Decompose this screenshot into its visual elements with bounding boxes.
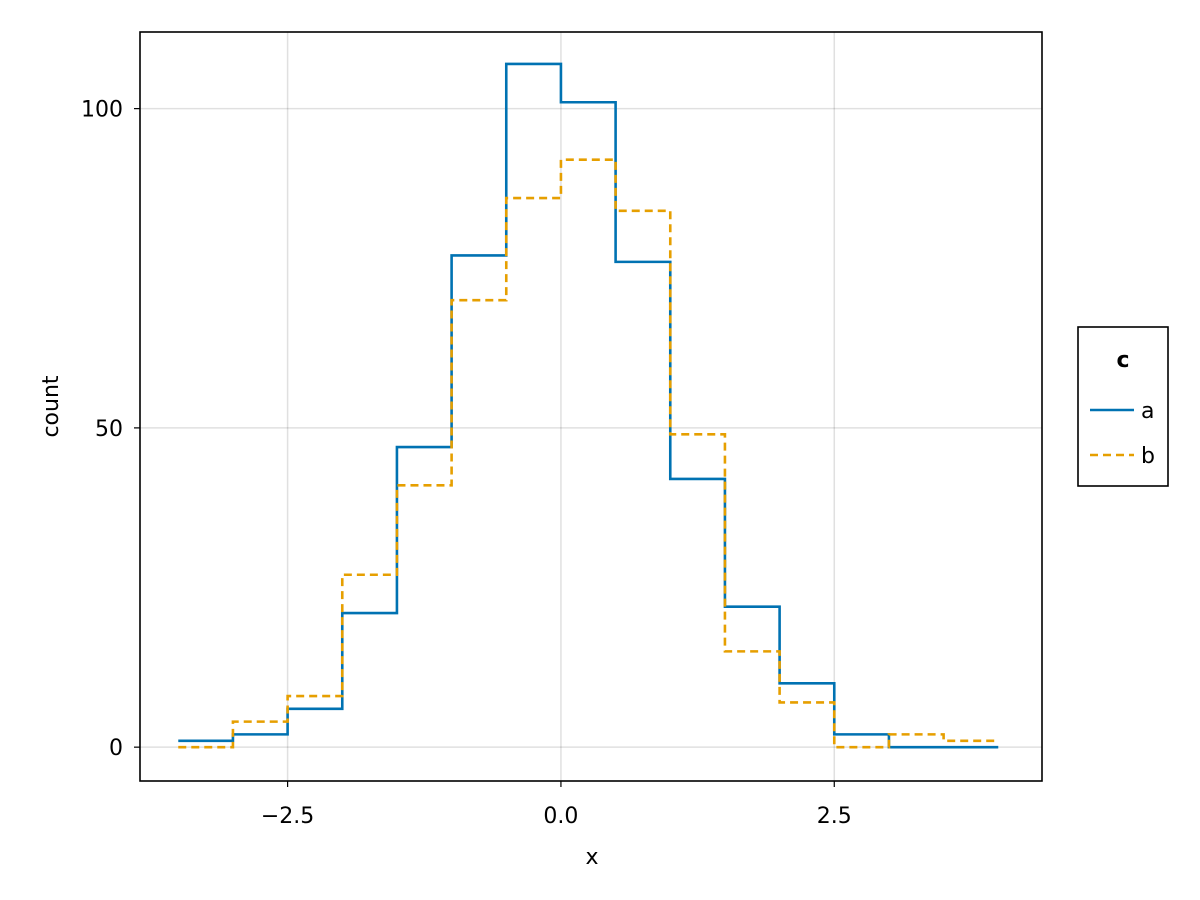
- legend-label-b: b: [1141, 444, 1155, 469]
- y-axis-label: count: [39, 375, 64, 437]
- legend-items: ab: [1090, 399, 1155, 469]
- x-tick-label: 0.0: [543, 804, 578, 829]
- series-a-line: [178, 62, 999, 749]
- x-tick-label: −2.5: [261, 804, 314, 829]
- plot-frame: [139, 31, 1043, 782]
- y-tick-label: 100: [81, 98, 123, 123]
- x-axis-label: x: [585, 845, 598, 870]
- x-tick-label: 2.5: [817, 804, 852, 829]
- legend-label-a: a: [1141, 399, 1154, 424]
- legend-title: c: [1116, 348, 1129, 373]
- legend-box: [1077, 326, 1169, 487]
- grid: [140, 32, 1042, 781]
- y-tick-label: 0: [109, 736, 123, 761]
- x-axis: −2.5 0.0 2.5: [261, 781, 852, 829]
- y-axis: 0 50 100: [81, 98, 140, 761]
- series-b-line: [178, 158, 999, 749]
- series-group: [178, 62, 999, 749]
- legend: c ab: [1077, 326, 1169, 487]
- y-tick-label: 50: [95, 417, 123, 442]
